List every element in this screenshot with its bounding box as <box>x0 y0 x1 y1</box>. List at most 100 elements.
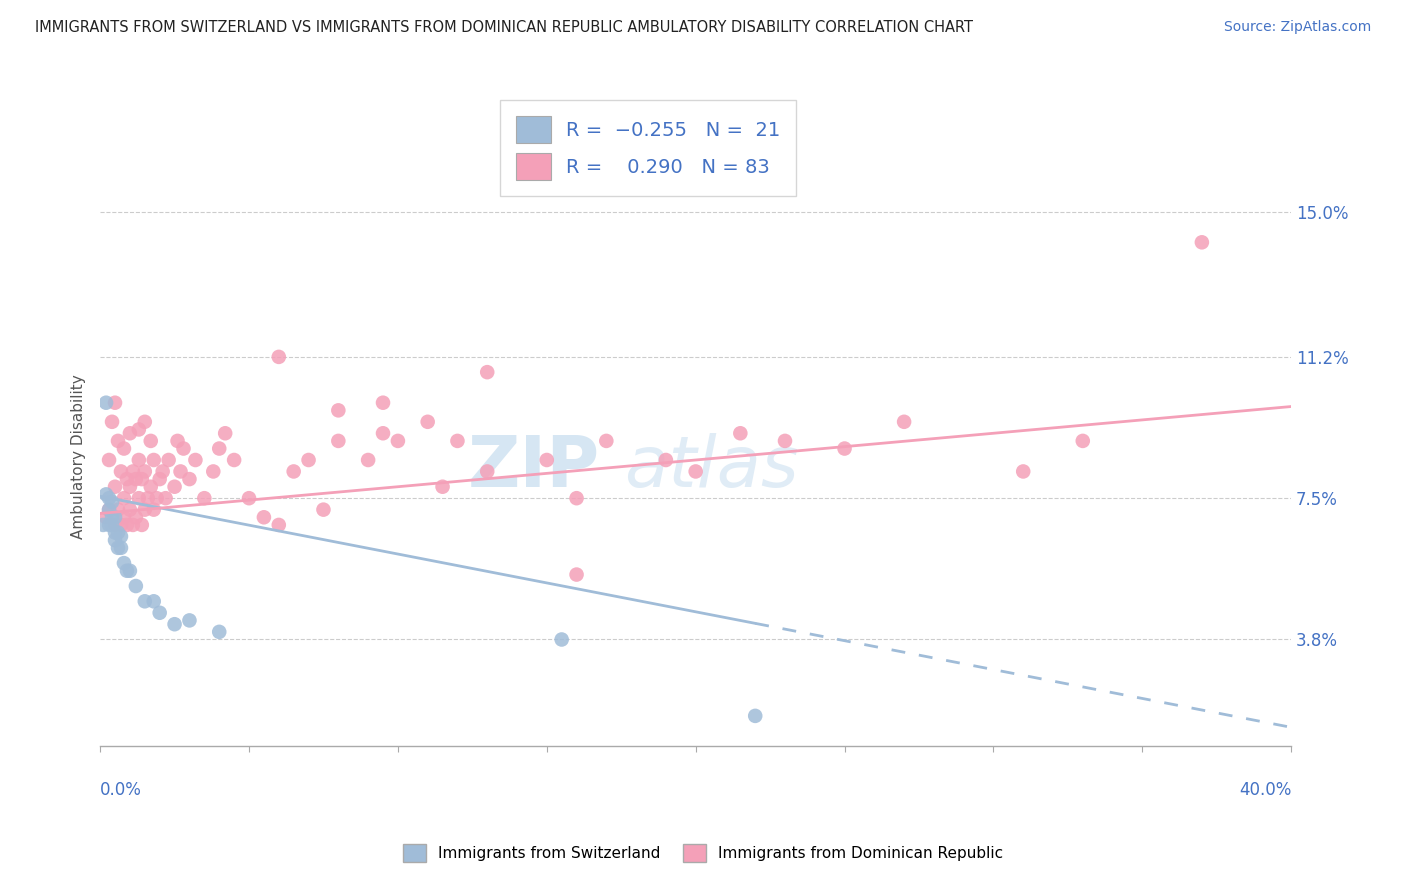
Point <box>595 434 617 448</box>
Text: 40.0%: 40.0% <box>1239 781 1291 799</box>
Point <box>169 465 191 479</box>
Point <box>536 453 558 467</box>
Text: ZIP: ZIP <box>468 434 600 502</box>
Point <box>149 606 172 620</box>
Point <box>371 395 394 409</box>
Point <box>267 350 290 364</box>
Point <box>101 517 124 532</box>
Point <box>98 502 121 516</box>
Point <box>1071 434 1094 448</box>
Point <box>110 517 132 532</box>
Point <box>125 579 148 593</box>
Point <box>357 453 380 467</box>
Point <box>179 472 201 486</box>
Point <box>744 709 766 723</box>
Point <box>893 415 915 429</box>
Point <box>730 426 752 441</box>
Point <box>115 517 138 532</box>
Point <box>149 472 172 486</box>
Point <box>115 472 138 486</box>
Point <box>94 395 117 409</box>
Point <box>565 491 588 506</box>
Point <box>155 491 177 506</box>
Point <box>136 491 159 506</box>
Point <box>267 517 290 532</box>
Point <box>115 564 138 578</box>
Point <box>152 465 174 479</box>
Point <box>110 529 132 543</box>
Point <box>387 434 409 448</box>
Point <box>1012 465 1035 479</box>
Point <box>371 426 394 441</box>
Point <box>208 624 231 639</box>
Point <box>477 465 499 479</box>
Point <box>432 480 454 494</box>
Y-axis label: Ambulatory Disability: Ambulatory Disability <box>72 374 86 539</box>
Point <box>101 510 124 524</box>
Point <box>107 434 129 448</box>
Point <box>166 434 188 448</box>
Point <box>134 465 156 479</box>
Point <box>104 395 127 409</box>
Point <box>118 564 141 578</box>
Point <box>107 502 129 516</box>
Point <box>142 594 165 608</box>
Point <box>179 614 201 628</box>
Point <box>565 567 588 582</box>
Point <box>128 491 150 506</box>
Point <box>224 453 246 467</box>
Point <box>157 453 180 467</box>
Point <box>104 517 127 532</box>
Text: atlas: atlas <box>624 434 799 502</box>
Point <box>107 541 129 555</box>
Point <box>128 422 150 436</box>
Text: Source: ZipAtlas.com: Source: ZipAtlas.com <box>1223 20 1371 34</box>
Point <box>202 465 225 479</box>
Point <box>110 465 132 479</box>
Point <box>312 502 335 516</box>
Point <box>1191 235 1213 250</box>
Point <box>125 510 148 524</box>
Point <box>328 434 350 448</box>
Point <box>142 502 165 516</box>
Point <box>416 415 439 429</box>
Point <box>253 510 276 524</box>
Point <box>122 465 145 479</box>
Point <box>142 453 165 467</box>
Point <box>101 495 124 509</box>
Point <box>122 517 145 532</box>
Point <box>104 510 127 524</box>
Point <box>655 453 678 467</box>
Point <box>112 442 135 456</box>
Point <box>118 502 141 516</box>
Point <box>773 434 796 448</box>
Text: IMMIGRANTS FROM SWITZERLAND VS IMMIGRANTS FROM DOMINICAN REPUBLIC AMBULATORY DIS: IMMIGRANTS FROM SWITZERLAND VS IMMIGRANT… <box>35 20 973 35</box>
Point <box>118 480 141 494</box>
Point <box>163 617 186 632</box>
Point <box>134 594 156 608</box>
Point <box>118 426 141 441</box>
Point <box>134 502 156 516</box>
Point <box>145 491 167 506</box>
Point <box>283 465 305 479</box>
Point <box>104 480 127 494</box>
Point <box>98 517 121 532</box>
Point <box>134 415 156 429</box>
Point <box>112 510 135 524</box>
Point <box>98 453 121 467</box>
Point <box>834 442 856 456</box>
Point <box>110 541 132 555</box>
Point <box>101 415 124 429</box>
Legend: R =  −0.255   N =  21, R =    0.290   N = 83: R = −0.255 N = 21, R = 0.290 N = 83 <box>501 100 796 196</box>
Legend: Immigrants from Switzerland, Immigrants from Dominican Republic: Immigrants from Switzerland, Immigrants … <box>396 838 1010 868</box>
Text: 0.0%: 0.0% <box>100 781 142 799</box>
Point <box>477 365 499 379</box>
Point <box>238 491 260 506</box>
Point <box>328 403 350 417</box>
Point <box>107 525 129 540</box>
Point <box>139 434 162 448</box>
Point <box>139 480 162 494</box>
Point <box>125 472 148 486</box>
Point <box>297 453 319 467</box>
Point <box>214 426 236 441</box>
